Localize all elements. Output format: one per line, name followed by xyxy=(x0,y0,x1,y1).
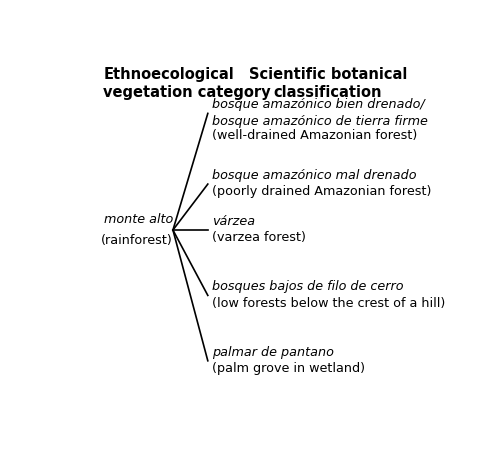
Text: (poorly drained Amazonian forest): (poorly drained Amazonian forest) xyxy=(212,185,432,198)
Text: (low forests below the crest of a hill): (low forests below the crest of a hill) xyxy=(212,297,446,310)
Text: monte alto: monte alto xyxy=(104,213,173,226)
Text: bosque amazónico mal drenado: bosque amazónico mal drenado xyxy=(212,169,417,182)
Text: Ethnoecological
vegetation category: Ethnoecological vegetation category xyxy=(103,67,271,100)
Text: (palm grove in wetland): (palm grove in wetland) xyxy=(212,362,366,375)
Text: bosque amazónico bien drenado/: bosque amazónico bien drenado/ xyxy=(212,98,425,112)
Text: Scientific botanical
classification: Scientific botanical classification xyxy=(249,67,407,100)
Text: palmar de pantano: palmar de pantano xyxy=(212,346,334,359)
Text: várzea: várzea xyxy=(212,215,256,228)
Text: bosques bajos de filo de cerro: bosques bajos de filo de cerro xyxy=(212,280,404,293)
Text: (varzea forest): (varzea forest) xyxy=(212,231,306,244)
Text: (well-drained Amazonian forest): (well-drained Amazonian forest) xyxy=(212,129,418,142)
Text: (rainforest): (rainforest) xyxy=(101,234,173,247)
Text: bosque amazónico de tierra firme: bosque amazónico de tierra firme xyxy=(212,115,428,129)
